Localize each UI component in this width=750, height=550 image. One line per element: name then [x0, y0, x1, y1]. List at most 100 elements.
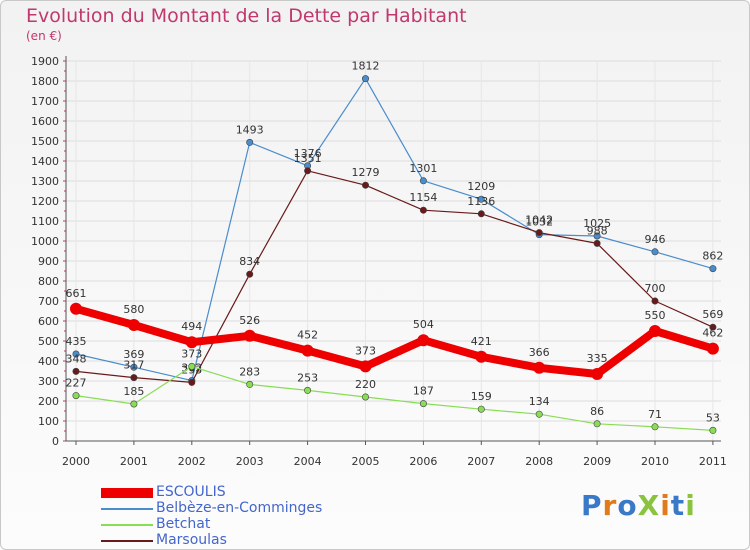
series-line-marsoulas [75, 170, 714, 383]
data-point [593, 239, 601, 247]
data-point [417, 334, 430, 347]
data-point [651, 248, 659, 256]
data-point [649, 325, 661, 337]
y-tick-label: 1700 [31, 95, 59, 108]
data-label: 550 [645, 309, 666, 322]
data-label: 580 [123, 303, 144, 316]
x-tick-label: 2002 [178, 455, 206, 468]
y-tick-label: 200 [38, 395, 59, 408]
x-tick-label: 2005 [352, 455, 380, 468]
x-tick-label: 2009 [583, 455, 611, 468]
y-tick-label: 1100 [31, 215, 59, 228]
data-point [706, 342, 719, 355]
data-label: 1154 [409, 191, 437, 204]
data-point [72, 367, 80, 375]
y-tick-label: 500 [38, 335, 59, 348]
data-label: 220 [355, 378, 376, 391]
data-point [477, 210, 485, 218]
data-point [185, 336, 198, 349]
data-point [188, 378, 196, 386]
data-point [246, 380, 254, 388]
data-label: 462 [702, 327, 723, 340]
data-label: 53 [706, 411, 720, 424]
data-label: 988 [587, 224, 608, 237]
logo-letter: X [637, 489, 661, 522]
legend-swatch [101, 524, 153, 526]
data-point [361, 75, 369, 83]
data-label: 1493 [236, 123, 264, 136]
data-point [477, 195, 485, 203]
data-point [651, 297, 659, 305]
data-label: 862 [702, 250, 723, 263]
data-point [361, 393, 369, 401]
data-point [127, 319, 140, 331]
data-label: 1376 [294, 147, 322, 160]
y-tick-label: 600 [38, 315, 59, 328]
data-label: 373 [181, 347, 202, 360]
data-label: 946 [645, 233, 666, 246]
data-label: 1025 [583, 217, 611, 230]
logo-letter: t [670, 489, 686, 522]
data-point [651, 423, 659, 431]
y-tick-label: 700 [38, 295, 59, 308]
logo-letter: o [617, 489, 638, 522]
data-point [419, 177, 427, 185]
data-point [709, 426, 717, 434]
y-tick-label: 1400 [31, 155, 59, 168]
data-label: 283 [239, 365, 260, 378]
data-point [533, 361, 546, 374]
y-tick-label: 1000 [31, 235, 59, 248]
legend-swatch [101, 540, 153, 542]
logo-letter: i [685, 489, 696, 522]
legend-label: Marsoulas [156, 532, 227, 548]
data-label: 335 [587, 352, 608, 365]
chart-title: Evolution du Montant de la Dette par Hab… [26, 5, 467, 27]
x-tick-label: 2003 [236, 455, 264, 468]
data-label: 1812 [352, 60, 380, 73]
data-label: 700 [645, 282, 666, 295]
data-label: 435 [66, 335, 87, 348]
series-line-belbèze-en-comminges [75, 77, 714, 382]
data-label: 452 [297, 329, 318, 342]
data-point [301, 344, 314, 357]
data-label: 71 [648, 408, 662, 421]
chart-subtitle: (en €) [26, 29, 62, 43]
y-tick-label: 1500 [31, 135, 59, 148]
x-tick-label: 2001 [120, 455, 148, 468]
data-label: 526 [239, 314, 260, 327]
data-label: 421 [471, 335, 492, 348]
data-point [361, 181, 369, 189]
x-tick-label: 2010 [641, 455, 669, 468]
data-point [709, 265, 717, 273]
data-label: 369 [123, 348, 144, 361]
data-label: 1209 [467, 180, 495, 193]
y-tick-label: 900 [38, 255, 59, 268]
data-label: 253 [297, 371, 318, 384]
data-point [130, 363, 138, 371]
data-point [70, 302, 82, 315]
legend-swatch [101, 508, 153, 510]
data-point [243, 329, 256, 342]
data-label: 1351 [294, 152, 322, 165]
legend-item: Belbèze-en-Comminges [101, 500, 421, 517]
data-point [188, 362, 196, 370]
series-line-escoulis [72, 304, 717, 378]
data-label: 834 [239, 255, 260, 268]
data-label: 494 [181, 320, 202, 333]
y-tick-label: 1600 [31, 115, 59, 128]
data-point [477, 405, 485, 413]
data-point [304, 167, 312, 175]
data-point [535, 229, 543, 237]
data-label: 373 [355, 344, 376, 357]
series-line-betchat [75, 365, 714, 431]
logo-letter: r [602, 489, 618, 522]
legend: ESCOULIS Belbèze-en-Comminges Betchat Marso… [101, 484, 421, 549]
data-point [130, 400, 138, 408]
y-tick-label: 1800 [31, 75, 59, 88]
legend-item: Betchat [101, 516, 421, 533]
data-label: 134 [529, 395, 550, 408]
x-tick-label: 2011 [699, 455, 727, 468]
legend-label: ESCOULIS [156, 484, 226, 500]
data-point [246, 138, 254, 146]
